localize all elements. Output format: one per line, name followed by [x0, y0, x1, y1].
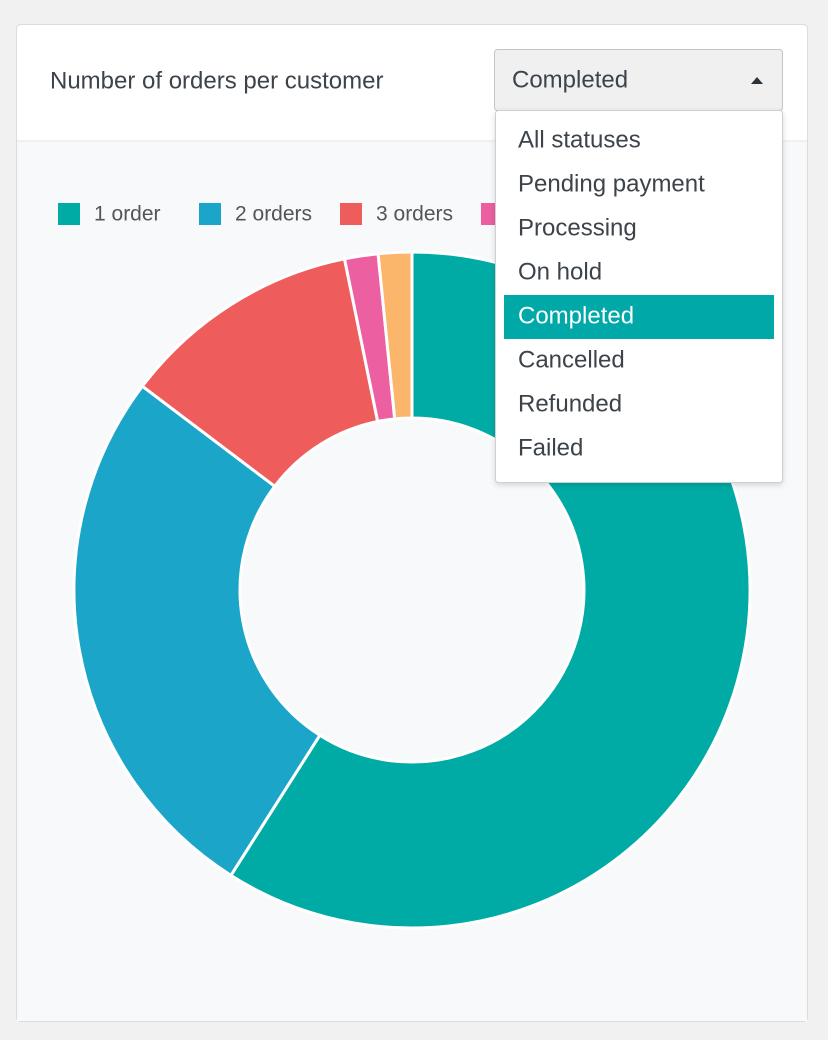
dropdown-option[interactable]: Refunded: [518, 390, 622, 417]
legend-label: 2 orders: [235, 203, 312, 226]
status-select[interactable]: Completed: [494, 49, 783, 111]
option-highlight: [504, 295, 774, 339]
legend-label: 1 order: [94, 203, 161, 226]
dropdown-option[interactable]: Failed: [518, 434, 583, 461]
dropdown-option[interactable]: Pending payment: [518, 170, 705, 197]
select-value: Completed: [512, 66, 628, 93]
legend-swatch: [340, 203, 362, 225]
dropdown-option[interactable]: On hold: [518, 258, 602, 285]
legend-swatch: [199, 203, 221, 225]
donut-slice: [72, 384, 322, 878]
dropdown-option[interactable]: Cancelled: [518, 346, 625, 373]
panel-title: Number of orders per customer: [50, 67, 383, 94]
legend-swatch: [58, 203, 80, 225]
dropdown-menu: All statuses Pending payment Processing On …: [495, 110, 783, 483]
legend-label: 3 orders: [376, 203, 453, 226]
dropdown-option[interactable]: Processing: [518, 214, 637, 241]
dropdown-option[interactable]: Completed: [518, 302, 634, 329]
dropdown-option[interactable]: All statuses: [518, 126, 641, 153]
donut-slice: [376, 250, 414, 421]
caret: [751, 77, 763, 84]
